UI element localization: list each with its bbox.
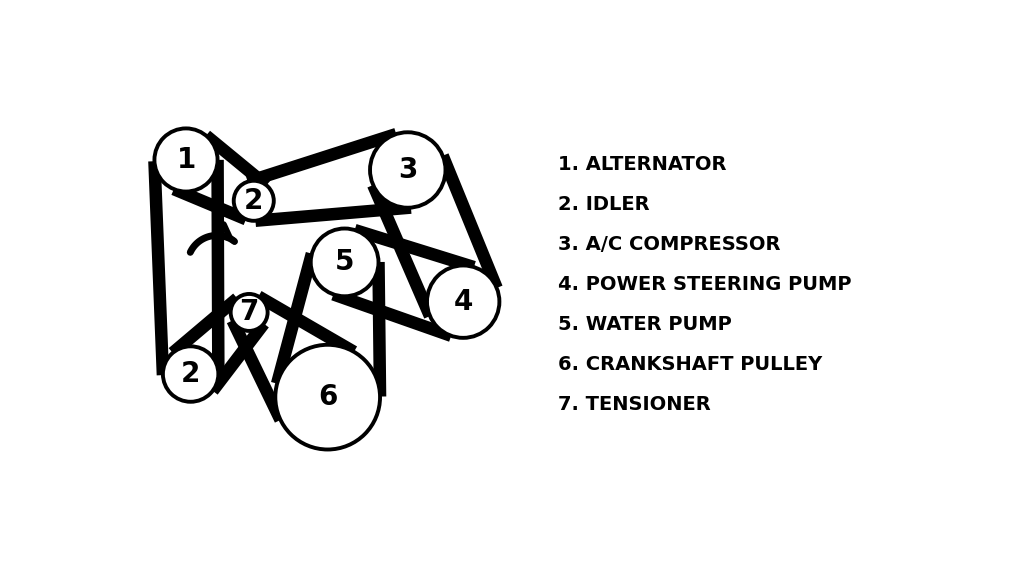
- Text: 3. A/C COMPRESSOR: 3. A/C COMPRESSOR: [558, 235, 780, 254]
- Text: 2: 2: [181, 360, 201, 388]
- Text: 4. POWER STEERING PUMP: 4. POWER STEERING PUMP: [558, 275, 851, 294]
- Circle shape: [310, 229, 379, 296]
- Text: 5: 5: [335, 248, 354, 276]
- Circle shape: [275, 345, 380, 449]
- Text: 3: 3: [398, 156, 418, 184]
- Text: 1: 1: [176, 146, 196, 174]
- Text: 6: 6: [318, 383, 337, 411]
- Circle shape: [155, 128, 217, 192]
- Text: 2: 2: [244, 187, 263, 215]
- Text: 4: 4: [454, 287, 473, 316]
- Circle shape: [230, 294, 267, 331]
- Text: 2. IDLER: 2. IDLER: [558, 195, 649, 214]
- Text: 5. WATER PUMP: 5. WATER PUMP: [558, 315, 732, 334]
- Circle shape: [233, 181, 273, 221]
- Circle shape: [427, 266, 500, 338]
- Text: 1. ALTERNATOR: 1. ALTERNATOR: [558, 155, 726, 174]
- Text: 7. TENSIONER: 7. TENSIONER: [558, 395, 711, 414]
- Circle shape: [163, 346, 218, 402]
- Text: 7: 7: [240, 298, 259, 327]
- Circle shape: [370, 132, 445, 208]
- Text: 6. CRANKSHAFT PULLEY: 6. CRANKSHAFT PULLEY: [558, 355, 822, 374]
